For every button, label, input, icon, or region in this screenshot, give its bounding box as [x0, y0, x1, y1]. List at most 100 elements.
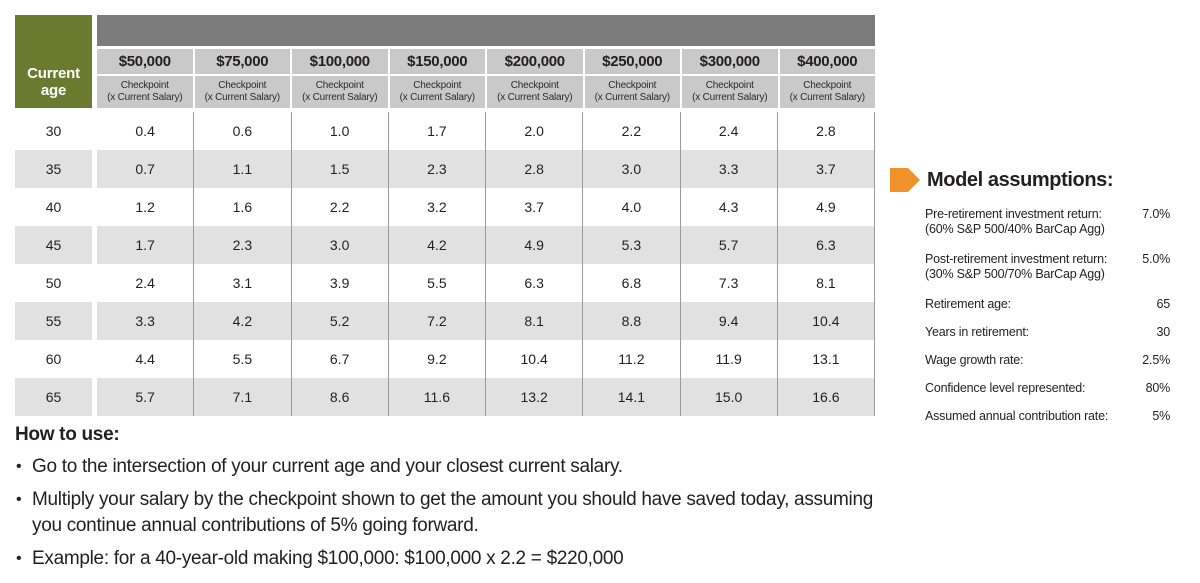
assumption-item: Confidence level represented: 80% — [925, 381, 1170, 396]
value-cell: 8.6 — [290, 378, 388, 416]
assumption-text: Wage growth rate: — [925, 353, 1023, 368]
value-cell: 2.0 — [485, 112, 582, 150]
salary-header-row: $50,000 $75,000 $100,000 $150,000 $200,000 $2… — [97, 49, 875, 74]
value-cell: 4.2 — [387, 226, 485, 264]
assumption-text: Confidence level represented: — [925, 381, 1085, 396]
checkpoint-header-row: Checkpoint (x Current Salary) Checkpoint (x… — [97, 76, 875, 108]
value-cell: 3.9 — [290, 264, 388, 302]
checkpoint-subheader: Checkpoint (x Current Salary) — [192, 76, 290, 108]
how-to-bullet: Example: for a 40-year-old making $100,0… — [15, 546, 899, 572]
checkpoint-note: (x Current Salary) — [204, 92, 281, 103]
value-cell: 2.2 — [582, 112, 679, 150]
checkpoint-note: (x Current Salary) — [594, 92, 671, 103]
age-cell: 30 — [45, 123, 62, 139]
checkpoint-label: Checkpoint — [608, 80, 657, 91]
checkpoint-subheader: Checkpoint (x Current Salary) — [290, 76, 388, 108]
value-cell: 2.3 — [387, 150, 485, 188]
value-cell: 16.6 — [776, 378, 875, 416]
age-cell: 40 — [45, 199, 62, 215]
assumption-value: 30 — [1156, 325, 1170, 339]
value-cell: 10.4 — [485, 340, 582, 378]
value-cell: 4.0 — [582, 188, 679, 226]
header-top-band — [97, 15, 875, 46]
value-cell: 0.4 — [135, 123, 155, 139]
assumption-label: Assumed annual contribution rate: — [925, 409, 1109, 423]
checkpoint-note: (x Current Salary) — [399, 92, 476, 103]
assumptions-header: Model assumptions: — [890, 167, 1170, 193]
assumption-item: Wage growth rate: 2.5% — [925, 353, 1170, 368]
assumption-sublabel: (60% S&P 500/40% BarCap Agg) — [925, 222, 1105, 236]
value-cell: 9.2 — [387, 340, 485, 378]
assumption-label: Post-retirement investment return: — [925, 252, 1108, 266]
value-cell: 7.1 — [193, 378, 291, 416]
value-cell: 5.7 — [679, 226, 777, 264]
value-cell: 5.5 — [387, 264, 485, 302]
how-to-heading: How to use: — [15, 424, 120, 445]
assumptions-panel: Model assumptions: Pre-retirement invest… — [890, 167, 1170, 437]
checkpoint-subheader: Checkpoint (x Current Salary) — [387, 76, 485, 108]
value-cell: 1.7 — [387, 112, 485, 150]
salary-column-header: $300,000 — [680, 49, 778, 74]
checkpoint-label: Checkpoint — [413, 80, 462, 91]
value-cell: 8.1 — [485, 302, 583, 340]
checkpoint-label: Checkpoint — [120, 80, 169, 91]
value-cell: 1.7 — [97, 226, 194, 264]
age-cell: 35 — [15, 150, 92, 188]
value-cell: 0.6 — [193, 112, 290, 150]
table-row: 30 0.4 0.6 1.0 1.7 2.0 2.2 2.4 2.8 — [15, 112, 875, 150]
checkpoint-subheader: Checkpoint (x Current Salary) — [680, 76, 778, 108]
salary-column-header: $400,000 — [777, 49, 875, 74]
value-cell: 8.8 — [582, 302, 680, 340]
checkpoint-subheader: Checkpoint (x Current Salary) — [582, 76, 680, 108]
assumptions-heading: Model assumptions: — [927, 168, 1114, 191]
value-cell: 5.2 — [290, 302, 388, 340]
checkpoint-label: Checkpoint — [218, 80, 267, 91]
value-cell: 13.2 — [485, 378, 583, 416]
value-cell: 1.1 — [193, 150, 291, 188]
checkpoint-label: Checkpoint — [803, 80, 852, 91]
salary-column-header: $250,000 — [582, 49, 680, 74]
assumption-value: 5.0% — [1142, 252, 1170, 266]
value-cell: 10.4 — [776, 302, 875, 340]
checkpoint-subheader: Checkpoint (x Current Salary) — [777, 76, 875, 108]
table-body: 30 0.4 0.6 1.0 1.7 2.0 2.2 2.4 2.8 35 0.7 1.1 1.5 2.3… — [15, 112, 875, 416]
value-cell: 15.0 — [679, 378, 777, 416]
assumption-text: Retirement age: — [925, 297, 1011, 312]
how-to-section: How to use: Go to the intersection of yo… — [15, 423, 899, 579]
checkpoint-note: (x Current Salary) — [107, 92, 183, 103]
value-cell: 7.3 — [679, 264, 777, 302]
value-cell: 11.9 — [679, 340, 777, 378]
value-cell: 1.5 — [290, 150, 388, 188]
table-header: Current age $50,000 $75,000 $100,000 $150,0… — [15, 15, 875, 108]
value-cell: 2.8 — [485, 150, 583, 188]
assumption-items: Pre-retirement investment return: (60% S&… — [890, 207, 1170, 424]
assumption-value: 65 — [1156, 297, 1170, 311]
assumption-label: Wage growth rate: — [925, 353, 1024, 367]
value-cell: 13.1 — [776, 340, 875, 378]
value-cell: 3.7 — [485, 188, 582, 226]
value-cell: 5.5 — [193, 340, 290, 378]
table-row: 35 0.7 1.1 1.5 2.3 2.8 3.0 3.3 3.7 — [15, 150, 875, 188]
salary-column-header: $75,000 — [192, 49, 290, 74]
value-cell: 3.0 — [582, 150, 680, 188]
how-to-list: Go to the intersection of your current a… — [15, 454, 899, 572]
value-cell: 4.4 — [135, 351, 155, 367]
checkpoint-subheader: Checkpoint (x Current Salary) — [485, 76, 583, 108]
assumption-item: Pre-retirement investment return: (60% S&… — [925, 207, 1170, 237]
value-cell: 3.0 — [290, 226, 388, 264]
value-cell: 6.7 — [290, 340, 388, 378]
value-cell: 8.1 — [776, 264, 875, 302]
assumption-item: Post-retirement investment return: (30% S… — [925, 252, 1170, 282]
salary-column-header: $50,000 — [97, 49, 193, 74]
orange-arrow-tag-icon — [890, 168, 920, 192]
value-cell: 4.2 — [193, 302, 291, 340]
value-cell: 3.2 — [387, 188, 485, 226]
value-cell: 9.4 — [679, 302, 777, 340]
value-cell: 3.1 — [193, 264, 290, 302]
assumption-label: Years in retirement: — [925, 325, 1029, 339]
salary-column-header: $150,000 — [387, 49, 485, 74]
table-row: 45 1.7 2.3 3.0 4.2 4.9 5.3 5.7 6.3 — [15, 226, 875, 264]
value-cell: 5.3 — [582, 226, 680, 264]
table-row: 55 3.3 4.2 5.2 7.2 8.1 8.8 9.4 10.4 — [15, 302, 875, 340]
checkpoint-subheader: Checkpoint (x Current Salary) — [97, 76, 193, 108]
